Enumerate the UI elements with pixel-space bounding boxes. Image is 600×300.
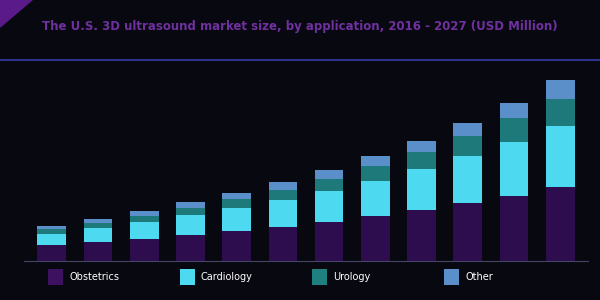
Bar	[546, 187, 575, 261]
Bar	[83, 219, 112, 223]
Bar	[407, 141, 436, 152]
Bar	[546, 80, 575, 99]
Bar	[269, 182, 297, 190]
Text: Cardiology: Cardiology	[201, 272, 253, 282]
Bar	[223, 208, 251, 231]
Bar	[269, 190, 297, 200]
Bar	[83, 228, 112, 242]
Bar	[83, 242, 112, 261]
Bar	[315, 191, 343, 222]
Bar	[500, 118, 529, 142]
Bar	[454, 136, 482, 156]
Bar	[269, 227, 297, 261]
FancyBboxPatch shape	[312, 269, 327, 285]
FancyBboxPatch shape	[48, 269, 63, 285]
Bar	[454, 203, 482, 261]
Bar	[269, 200, 297, 227]
Bar	[223, 193, 251, 199]
Bar	[315, 170, 343, 178]
Bar	[454, 156, 482, 203]
Bar	[130, 216, 158, 223]
Bar	[454, 123, 482, 136]
Bar	[37, 229, 66, 233]
Bar	[176, 215, 205, 235]
Bar	[37, 226, 66, 229]
Text: The U.S. 3D ultrasound market size, by application, 2016 - 2027 (USD Million): The U.S. 3D ultrasound market size, by a…	[42, 20, 558, 33]
Bar	[361, 156, 389, 166]
FancyBboxPatch shape	[444, 269, 459, 285]
Bar	[83, 223, 112, 228]
Polygon shape	[0, 0, 33, 28]
Bar	[407, 169, 436, 210]
Bar	[223, 231, 251, 261]
Bar	[130, 223, 158, 239]
Bar	[176, 202, 205, 208]
Bar	[176, 208, 205, 215]
Bar	[361, 166, 389, 181]
Bar	[407, 152, 436, 169]
Bar	[546, 99, 575, 126]
Bar	[130, 239, 158, 261]
Bar	[407, 210, 436, 261]
Bar	[37, 233, 66, 245]
Bar	[315, 222, 343, 261]
Bar	[361, 216, 389, 261]
Bar	[37, 245, 66, 261]
Text: Other: Other	[465, 272, 493, 282]
Text: Obstetrics: Obstetrics	[69, 272, 119, 282]
Bar	[500, 196, 529, 261]
Bar	[361, 181, 389, 216]
Bar	[500, 103, 529, 118]
Bar	[315, 178, 343, 191]
FancyBboxPatch shape	[180, 269, 195, 285]
Bar	[500, 142, 529, 196]
Text: Urology: Urology	[333, 272, 370, 282]
Bar	[546, 126, 575, 187]
Bar	[130, 212, 158, 216]
Bar	[176, 235, 205, 261]
Bar	[223, 199, 251, 208]
